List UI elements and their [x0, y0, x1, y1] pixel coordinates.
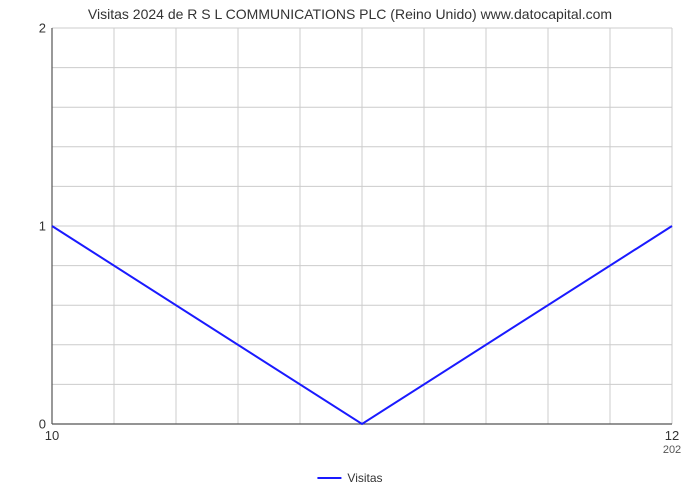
legend-swatch — [317, 477, 341, 479]
chart-container: Visitas 2024 de R S L COMMUNICATIONS PLC… — [0, 0, 700, 500]
y-tick-label: 2 — [39, 21, 52, 36]
legend: Visitas — [317, 471, 382, 485]
x-tick-label: 12 — [665, 424, 679, 443]
x-sub-label: 202 — [663, 444, 681, 456]
x-tick-label: 10 — [45, 424, 59, 443]
legend-label: Visitas — [347, 471, 382, 485]
y-tick-label: 1 — [39, 219, 52, 234]
plot-area: 0121012202 — [52, 28, 672, 424]
chart-title: Visitas 2024 de R S L COMMUNICATIONS PLC… — [0, 6, 700, 22]
chart-svg — [52, 28, 672, 424]
